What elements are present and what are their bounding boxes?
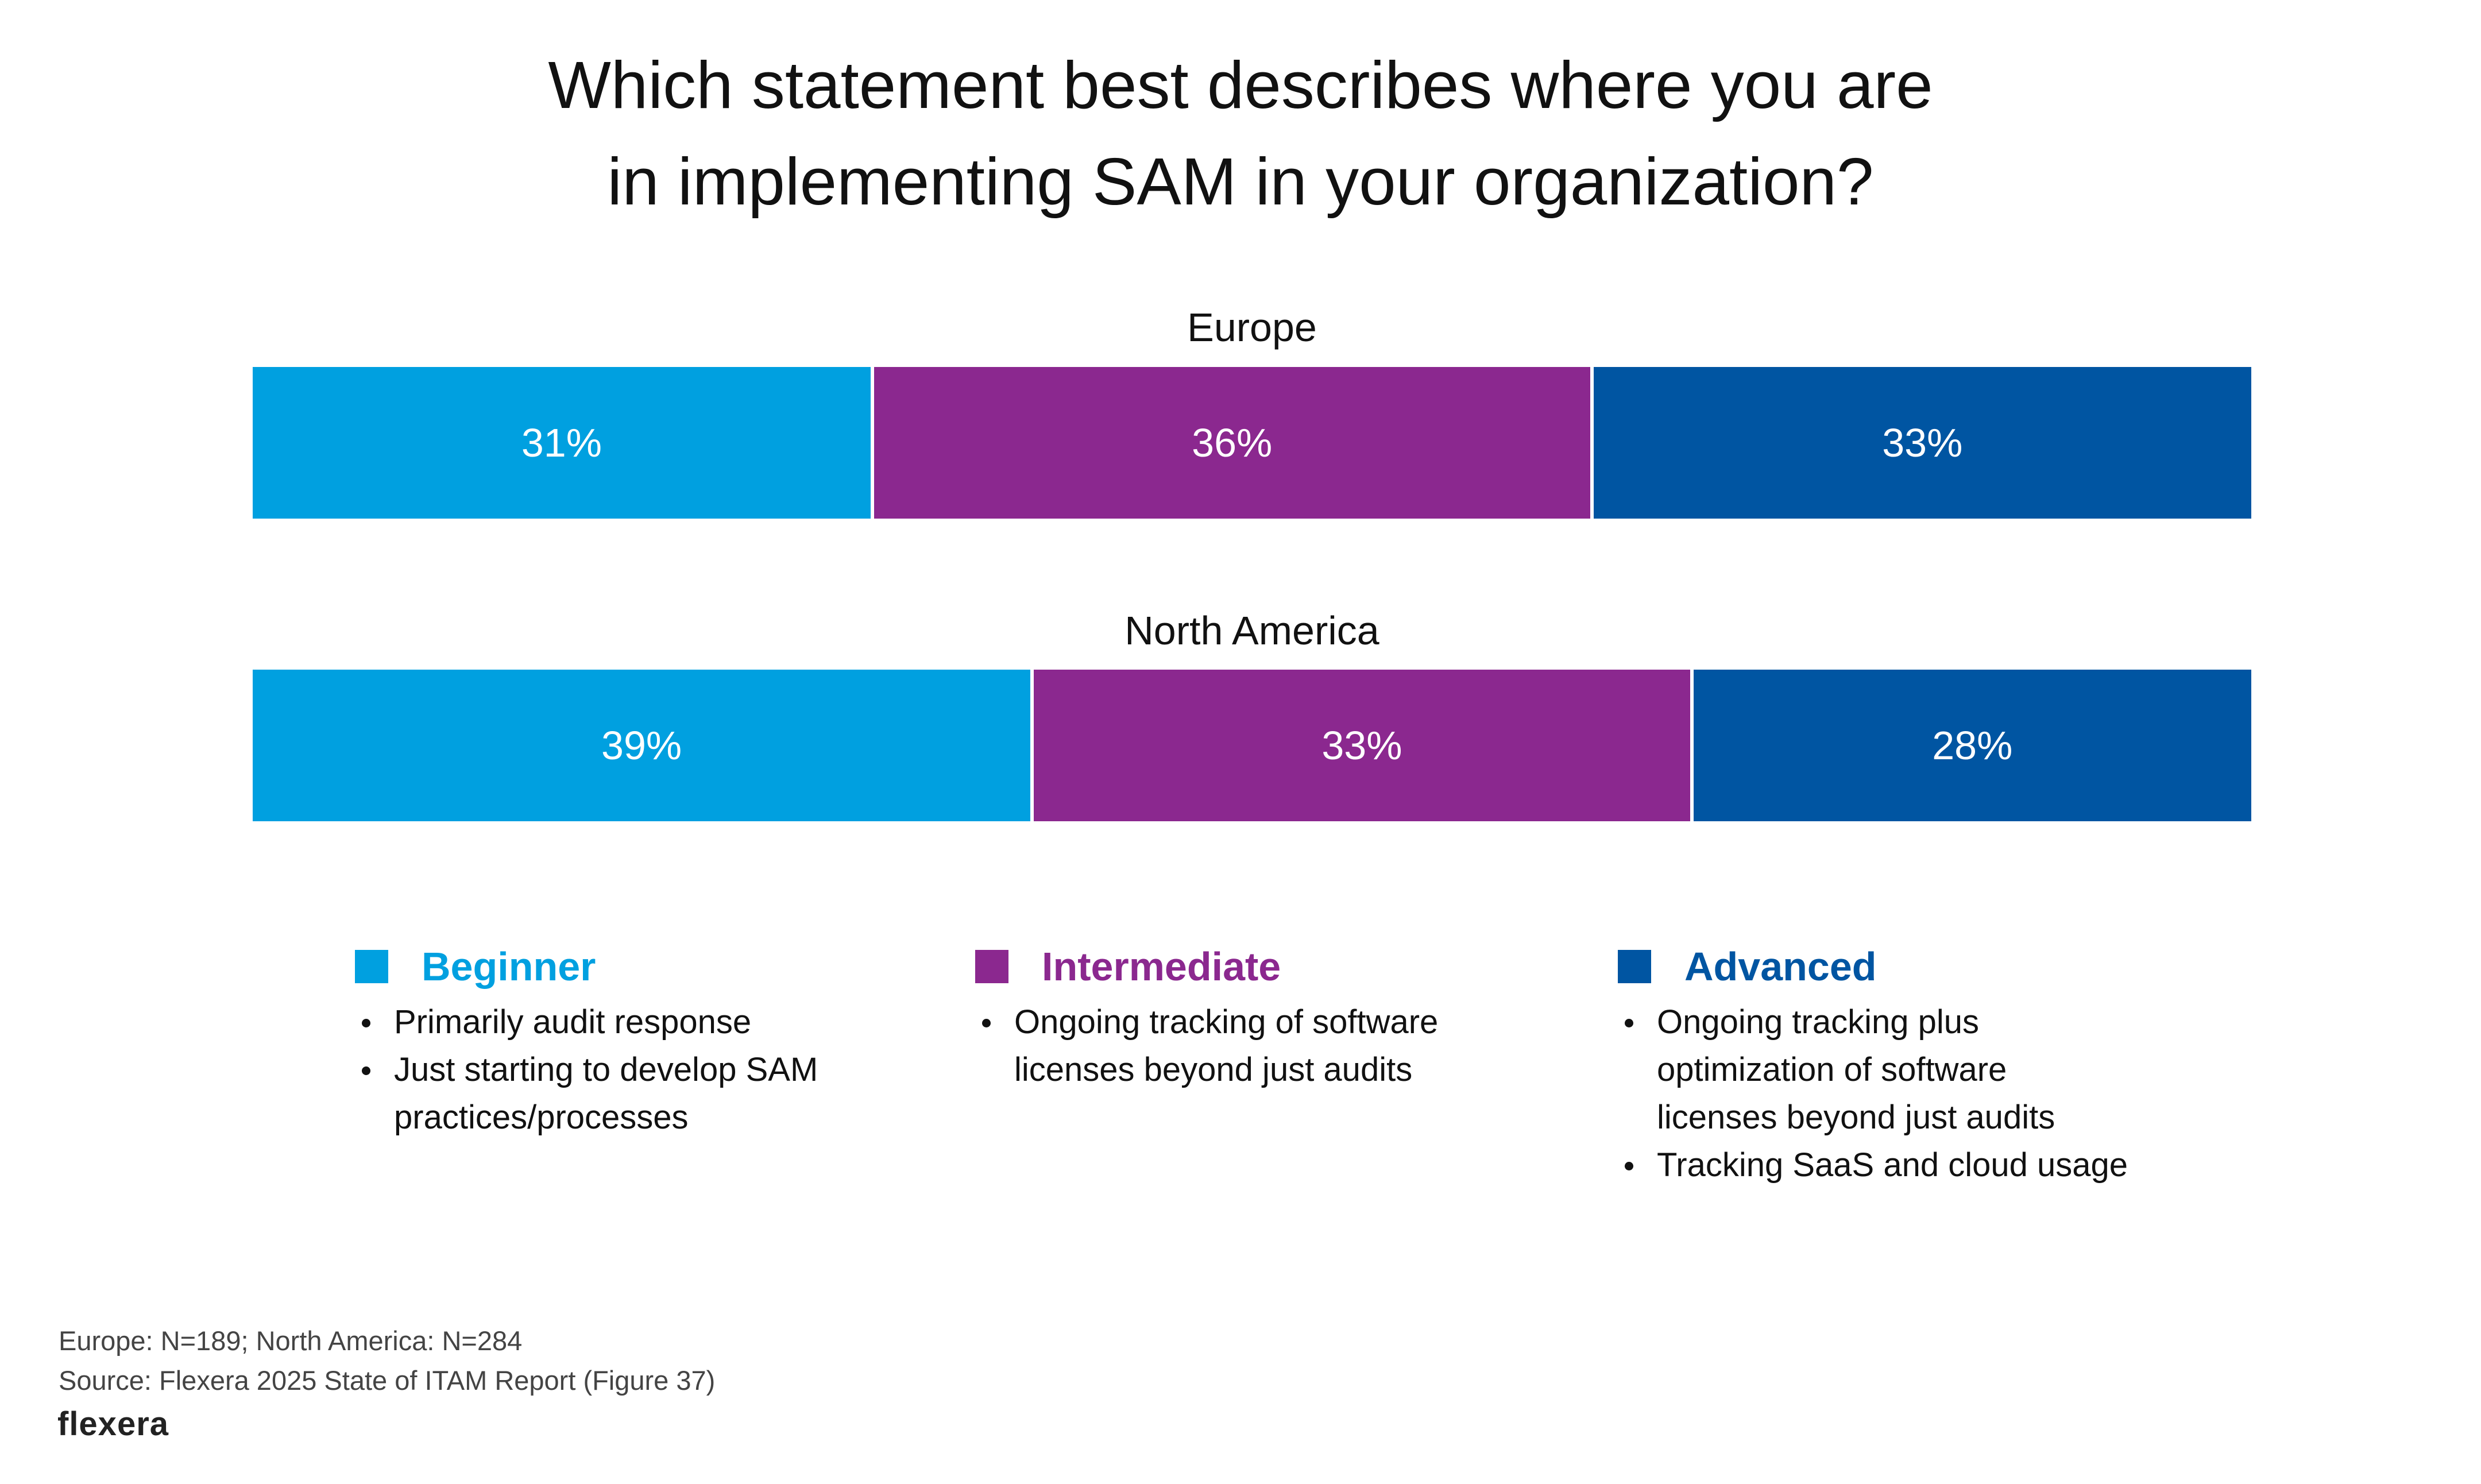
legend-swatch-advanced (1618, 950, 1651, 983)
data-label: 28% (1932, 723, 2013, 768)
legend-advanced: Advanced Ongoing tracking plus optimizat… (1618, 935, 2128, 1189)
bar-segment-north-america-beginner: 39% (253, 670, 1031, 821)
legend-label-beginner: Beginner (422, 944, 596, 989)
bullet-line: Just starting to develop SAM (394, 1051, 818, 1088)
flexera-logo: flexera (57, 1405, 169, 1443)
data-label: 36% (1192, 420, 1273, 465)
region-label-north-america: North America (1124, 608, 1379, 653)
bar-segment-europe-beginner: 31% (253, 367, 871, 519)
bar-row-north-america: 39% 33% 28% (253, 670, 2251, 821)
bar-segment-north-america-intermediate: 33% (1034, 670, 1690, 821)
bullet-line: optimization of software (1657, 1051, 2007, 1088)
legend-bullet: Primarily audit response (362, 998, 818, 1046)
chart-title-line-1: Which statement best describes where you… (548, 48, 1933, 122)
bullet-line: Tracking SaaS and cloud usage (1657, 1146, 2128, 1184)
bar-segment-europe-advanced: 33% (1593, 367, 2251, 519)
legend-bullets-beginner: Primarily audit response Just starting t… (362, 998, 818, 1141)
bullet-line: licenses beyond just audits (1657, 1099, 2055, 1136)
bullet-line: Ongoing tracking plus (1657, 1003, 1979, 1041)
legend-bullet: Ongoing tracking plus optimization of so… (1625, 998, 2128, 1141)
legend-intermediate: Intermediate Ongoing tracking of softwar… (975, 935, 1438, 1093)
legend-swatch-intermediate (975, 950, 1008, 983)
bar-segment-europe-intermediate: 36% (874, 367, 1590, 519)
bar-segment-north-america-advanced: 28% (1693, 670, 2251, 821)
legend-bullets-intermediate: Ongoing tracking of software licenses be… (982, 998, 1438, 1093)
data-label: 33% (1882, 420, 1963, 465)
bullet-line: Ongoing tracking of software (1014, 1003, 1439, 1041)
legend-bullet: Ongoing tracking of software licenses be… (982, 998, 1438, 1093)
data-label: 39% (601, 723, 682, 768)
footnote-source: Source: Flexera 2025 State of ITAM Repor… (59, 1365, 716, 1396)
bullet-line: practices/processes (394, 1099, 689, 1136)
bullet-line: Primarily audit response (394, 1003, 752, 1041)
legend-label-advanced: Advanced (1684, 944, 1877, 989)
legend-swatch-beginner (355, 950, 388, 983)
chart-title: Which statement best describes where you… (0, 37, 2481, 230)
legend-bullets-advanced: Ongoing tracking plus optimization of so… (1625, 998, 2128, 1189)
legend-beginner: Beginner Primarily audit response Just s… (355, 935, 818, 1141)
data-label: 33% (1321, 723, 1402, 768)
bar-row-europe: 31% 36% 33% (253, 367, 2251, 519)
region-label-europe: Europe (1187, 305, 1317, 350)
legend-label-intermediate: Intermediate (1042, 944, 1281, 989)
legend-bullet: Tracking SaaS and cloud usage (1625, 1141, 2128, 1189)
chart-title-line-2: in implementing SAM in your organization… (607, 144, 1874, 219)
legend-bullet: Just starting to develop SAM practices/p… (362, 1046, 818, 1141)
footnote-sample-size: Europe: N=189; North America: N=284 (59, 1325, 523, 1356)
data-label: 31% (521, 420, 602, 465)
bullet-line: licenses beyond just audits (1014, 1051, 1413, 1088)
